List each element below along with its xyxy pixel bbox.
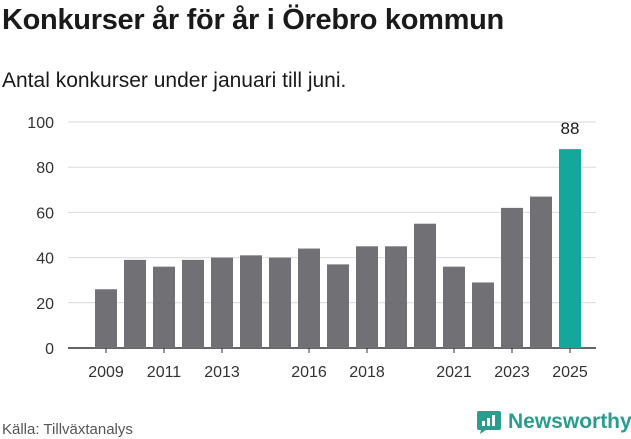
x-tick-label: 2021 [436,364,472,381]
x-tick-label: 2025 [552,364,588,381]
brand-logo: Newsworthy [476,409,631,435]
bar-2010 [124,259,146,348]
y-tick-label: 40 [36,251,54,268]
y-tick-label: 0 [45,341,54,358]
bar-2018 [356,246,378,348]
bar-2014 [240,255,262,348]
x-tick-label: 2018 [349,364,385,381]
bar-2020 [414,223,436,348]
bar-2019 [385,246,407,348]
x-tick-label: 2013 [204,364,240,381]
bar-2025 [559,149,581,348]
y-tick-label: 80 [36,160,54,177]
chart-title: Konkurser år för år i Örebro kommun [2,4,504,36]
brand-name: Newsworthy [508,410,631,433]
bar-2015 [269,257,291,348]
x-tick-label: 2023 [494,364,530,381]
bar-2016 [298,248,320,348]
y-tick-label: 100 [27,115,54,132]
chart-subtitle: Antal konkurser under januari till juni. [2,69,347,92]
bar-2011 [153,266,175,348]
bar-2024 [530,196,552,348]
bar-2023 [501,207,523,348]
bar-2013 [211,257,233,348]
bar-2012 [182,259,204,348]
y-tick-label: 60 [36,205,54,222]
y-tick-label: 20 [36,296,54,313]
bar-2021 [443,266,465,348]
x-tick-label: 2009 [88,364,124,381]
source-note: Källa: Tillväxtanalys [2,421,133,438]
bar-chart: 0 20 40 60 80 100 2009 2011 2013 2016 2018 2021 202… [27,115,596,381]
bar-2017 [327,264,349,348]
x-tick-label: 2011 [147,364,182,381]
x-tick-label: 2016 [291,364,327,381]
newsworthy-logo-icon [477,411,501,434]
data-label: 88 [561,119,580,138]
bar-2022 [472,282,494,348]
bar-2009 [95,289,117,348]
